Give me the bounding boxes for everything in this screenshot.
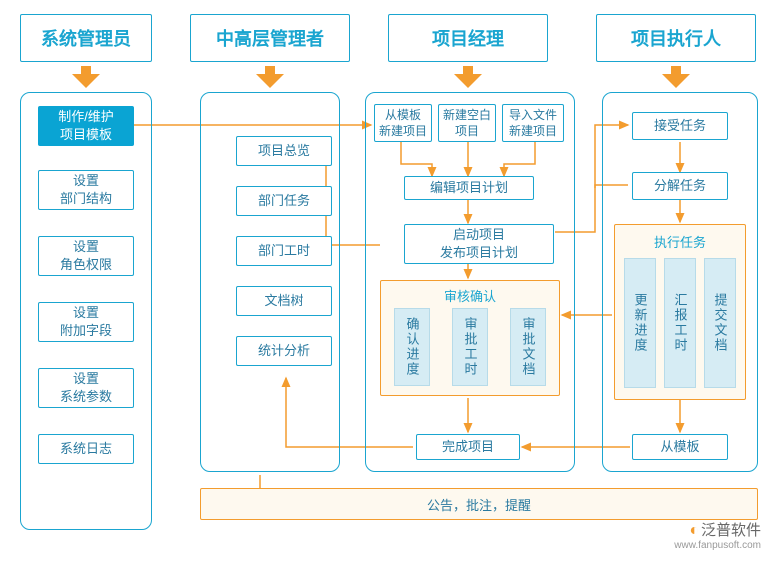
- box-from-tpl-label: 从模板: [660, 438, 699, 456]
- box-extra-fields-label: 设置 附加字段: [60, 304, 112, 339]
- box-import-new: 导入文件 新建项目: [502, 104, 564, 142]
- box-from-tpl-new: 从模板 新建项目: [374, 104, 432, 142]
- logo-name-label: 泛普软件: [701, 522, 761, 539]
- arrow-header-1: [72, 74, 100, 88]
- review-title-label: 审核确认: [444, 289, 496, 304]
- box-sys-params: 设置 系统参数: [38, 368, 134, 408]
- exec-title-label: 执行任务: [654, 235, 706, 250]
- header-executor-label: 项目执行人: [631, 29, 721, 49]
- box-role-perm-label: 设置 角色权限: [60, 238, 112, 273]
- box-accept-label: 接受任务: [654, 117, 706, 135]
- logo-url: www.fanpusoft.com: [674, 540, 761, 551]
- box-confirm-progress-label: 确认进度: [403, 317, 422, 377]
- box-edit-plan: 编辑项目计划: [404, 176, 534, 200]
- logo-name: ◐泛普软件: [674, 519, 761, 540]
- box-sys-params-label: 设置 系统参数: [60, 370, 112, 405]
- box-from-tpl-new-label: 从模板 新建项目: [379, 107, 427, 139]
- box-dept-tasks: 部门任务: [236, 186, 332, 216]
- box-submit-docs: 提交文档: [704, 258, 736, 388]
- box-overview: 项目总览: [236, 136, 332, 166]
- box-report-hours-label: 汇报工时: [671, 293, 690, 353]
- box-launch: 启动项目 发布项目计划: [404, 224, 554, 264]
- box-decompose: 分解任务: [632, 172, 728, 200]
- box-approve-docs-label: 审批文档: [519, 317, 538, 377]
- box-decompose-label: 分解任务: [654, 177, 706, 195]
- arrow-header-2: [256, 74, 284, 88]
- box-role-perm: 设置 角色权限: [38, 236, 134, 276]
- header-sysadmin-label: 系统管理员: [41, 29, 131, 49]
- box-dept-struct-label: 设置 部门结构: [60, 172, 112, 207]
- logo: ◐泛普软件 www.fanpusoft.com: [674, 519, 761, 551]
- box-stats: 统计分析: [236, 336, 332, 366]
- box-dept-struct: 设置 部门结构: [38, 170, 134, 210]
- box-approve-hours: 审批工时: [452, 308, 488, 386]
- box-doc-tree: 文档树: [236, 286, 332, 316]
- box-submit-docs-label: 提交文档: [711, 293, 730, 353]
- box-dept-tasks-label: 部门任务: [258, 192, 310, 210]
- box-update-progress-label: 更新进度: [631, 293, 650, 353]
- box-import-new-label: 导入文件 新建项目: [509, 107, 557, 139]
- header-executor: 项目执行人: [596, 14, 756, 62]
- exec-title: 执行任务: [614, 232, 746, 251]
- header-project-mgr-label: 项目经理: [432, 29, 504, 49]
- box-update-progress: 更新进度: [624, 258, 656, 388]
- box-launch-label: 启动项目 发布项目计划: [440, 226, 518, 261]
- header-project-mgr: 项目经理: [388, 14, 548, 62]
- box-sys-log: 系统日志: [38, 434, 134, 464]
- logo-icon: ◐: [689, 522, 699, 539]
- box-approve-hours-label: 审批工时: [461, 317, 480, 377]
- box-complete-label: 完成项目: [442, 438, 494, 456]
- box-report-hours: 汇报工时: [664, 258, 696, 388]
- box-overview-label: 项目总览: [258, 142, 310, 160]
- box-blank-new: 新建空白 项目: [438, 104, 496, 142]
- review-title: 审核确认: [380, 286, 560, 305]
- box-make-template: 制作/维护 项目模板: [38, 106, 134, 146]
- box-stats-label: 统计分析: [258, 342, 310, 360]
- bottom-bar-label: 公告，批注，提醒: [427, 495, 531, 514]
- box-doc-tree-label: 文档树: [264, 292, 303, 310]
- box-edit-plan-label: 编辑项目计划: [430, 179, 508, 197]
- box-confirm-progress: 确认进度: [394, 308, 430, 386]
- header-senior-mgr-label: 中高层管理者: [216, 29, 324, 49]
- box-from-tpl: 从模板: [632, 434, 728, 460]
- box-approve-docs: 审批文档: [510, 308, 546, 386]
- box-complete: 完成项目: [416, 434, 520, 460]
- diagram-canvas: 系统管理员 中高层管理者 项目经理 项目执行人 制作/维护 项目模板 设置 部门…: [0, 0, 775, 561]
- arrow-header-4: [662, 74, 690, 88]
- box-dept-hours: 部门工时: [236, 236, 332, 266]
- box-make-template-label: 制作/维护 项目模板: [58, 108, 114, 143]
- box-extra-fields: 设置 附加字段: [38, 302, 134, 342]
- box-blank-new-label: 新建空白 项目: [443, 107, 491, 139]
- header-senior-mgr: 中高层管理者: [190, 14, 350, 62]
- header-sysadmin: 系统管理员: [20, 14, 152, 62]
- box-accept: 接受任务: [632, 112, 728, 140]
- bottom-bar: 公告，批注，提醒: [200, 488, 758, 520]
- arrow-header-3: [454, 74, 482, 88]
- box-dept-hours-label: 部门工时: [258, 242, 310, 260]
- box-sys-log-label: 系统日志: [60, 440, 112, 458]
